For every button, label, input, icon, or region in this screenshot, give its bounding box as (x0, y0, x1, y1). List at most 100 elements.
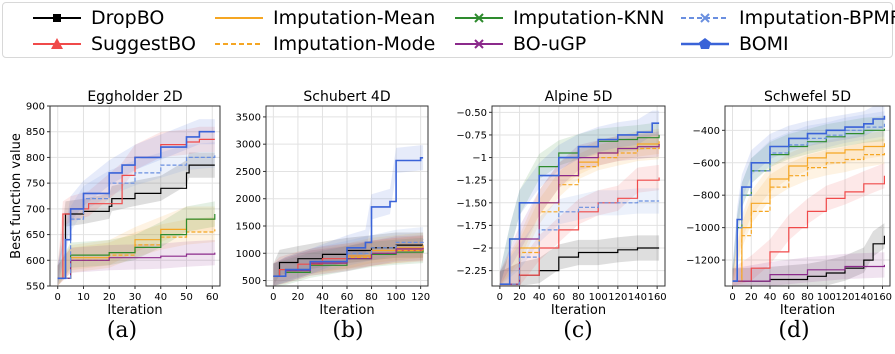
x-tick-label: 20 (513, 292, 526, 303)
legend-label-imputation-knn: Imputation-KNN (513, 7, 665, 29)
legend-label-imputation-bpmf: Imputation-BPMF (739, 7, 895, 29)
legend-swatch-dropbo (33, 14, 81, 22)
band-dropbo (57, 152, 215, 286)
band-imputation-bpmf (499, 188, 660, 286)
legend-entry-suggestbo: SuggestBO (33, 32, 196, 56)
series-line-bomi (499, 122, 660, 285)
y-tick-label: 1000 (236, 249, 261, 260)
square-marker-icon (53, 14, 61, 22)
chart-alpine-5d: 0 20 40 60 80 100 120 140 160 −2.25 −2 −1.75 −1.50 −1… (456, 89, 666, 318)
triangle-marker-icon (51, 38, 63, 49)
series-line-bomi (273, 157, 424, 277)
x-tick-label: 30 (129, 292, 142, 303)
chart-title: Schubert 4D (303, 89, 390, 105)
x-tick-label: 80 (365, 292, 378, 303)
x-tick-label: 140 (854, 292, 873, 303)
band-imputation-knn (57, 201, 215, 286)
y-tick-label: 2000 (236, 194, 261, 205)
legend-swatch-bomi (681, 38, 729, 49)
pentagon-marker-icon (699, 38, 711, 49)
y-tick-label: 850 (26, 127, 45, 138)
series-line-suggestbo (57, 138, 215, 279)
series-line-dropbo (57, 164, 215, 279)
caption-a: (a) (106, 318, 138, 343)
y-tick-label: 3000 (236, 140, 261, 151)
series-line-bomi (732, 115, 886, 282)
x-tick-label: 20 (292, 292, 305, 303)
legend-swatch-imputation-knn (455, 13, 503, 23)
x-tick-label: 140 (628, 292, 647, 303)
legend: DropBO SuggestBO Imputation-Mean Imputat… (2, 2, 895, 58)
y-axis-label: Best function value (9, 133, 24, 259)
x-marker-icon (700, 13, 710, 23)
x-tick-label: 0 (729, 292, 735, 303)
chart-title: Alpine 5D (545, 89, 613, 105)
x-tick-label: 80 (572, 292, 585, 303)
y-tick-label: −1200 (686, 256, 720, 267)
y-tick-label: 550 (26, 282, 45, 293)
x-marker-icon (474, 39, 484, 49)
legend-swatch-imputation-mean (215, 17, 263, 19)
x-tick-label: 100 (387, 292, 406, 303)
x-axis-label: Iteration (551, 303, 606, 318)
x-axis-label: Iteration (107, 303, 162, 318)
legend-swatch-imputation-mode (215, 43, 263, 45)
y-tick-label: 700 (26, 204, 45, 215)
x-tick-label: 80 (801, 292, 814, 303)
y-tick-label: 800 (26, 153, 45, 164)
band-dropbo (732, 223, 885, 286)
y-tick-label: −800 (693, 191, 720, 202)
legend-label-imputation-mode: Imputation-Mode (273, 33, 436, 55)
y-tick-label: −600 (693, 158, 720, 169)
series-line-imputation-mode (732, 151, 885, 282)
y-tick-label: 500 (242, 276, 261, 287)
y-tick-label: −1000 (686, 223, 720, 234)
legend-entry-imputation-knn: Imputation-KNN (455, 6, 664, 30)
series-line-dropbo (732, 235, 885, 282)
x-tick-label: 40 (533, 292, 546, 303)
legend-entry-bomi: BOMI (681, 32, 789, 56)
y-tick-label: 2500 (236, 167, 261, 178)
chart-schwefel-5d: 0 20 40 60 80 100 120 140 160 −1200 −1000 −800 −600 −… (686, 89, 892, 318)
chart-title: Schwefel 5D (764, 89, 851, 105)
series-line-imputation-bpmf (499, 200, 660, 285)
legend-label-suggestbo: SuggestBO (91, 33, 196, 55)
x-tick-label: 0 (55, 292, 61, 303)
y-tick-label: 600 (26, 256, 45, 267)
caption-d: (d) (778, 318, 810, 343)
y-tick-label: −2.25 (456, 266, 487, 277)
x-tick-label: 120 (411, 292, 430, 303)
x-tick-label: 60 (206, 292, 219, 303)
series-line-bomi (57, 130, 215, 280)
legend-label-imputation-mean: Imputation-Mean (273, 7, 436, 29)
x-tick-label: 60 (782, 292, 795, 303)
band-imputation-mode (732, 138, 885, 286)
y-tick-label: −400 (693, 126, 720, 137)
band-bo-ugp (57, 240, 215, 286)
x-axis-label: Iteration (780, 303, 835, 318)
y-tick-label: −1.75 (456, 221, 487, 232)
band-imputation-mode (499, 134, 660, 286)
x-tick-label: 0 (270, 292, 276, 303)
x-tick-label: 20 (745, 292, 758, 303)
y-tick-label: −1 (472, 153, 487, 164)
band-imputation-knn (499, 122, 660, 286)
caption-c: (c) (563, 318, 593, 343)
x-tick-label: 50 (180, 292, 193, 303)
series-line-imputation-mode (499, 146, 660, 285)
x-marker-icon (474, 13, 484, 23)
x-tick-label: 100 (817, 292, 836, 303)
legend-entry-dropbo: DropBO (33, 6, 164, 30)
chart-eggholder-2d: 0 10 20 30 40 50 60 550 600 650 700 750 800 850 900 Egg… (9, 89, 221, 318)
band-suggestbo (273, 236, 424, 286)
x-tick-label: 60 (552, 292, 565, 303)
band-imputation-bpmf (57, 142, 215, 286)
y-tick-label: 900 (26, 102, 45, 113)
y-tick-label: −2 (472, 244, 487, 255)
x-tick-label: 20 (103, 292, 116, 303)
x-tick-label: 40 (764, 292, 777, 303)
y-tick-label: −1.50 (456, 198, 487, 209)
band-imputation-mean (57, 206, 215, 286)
